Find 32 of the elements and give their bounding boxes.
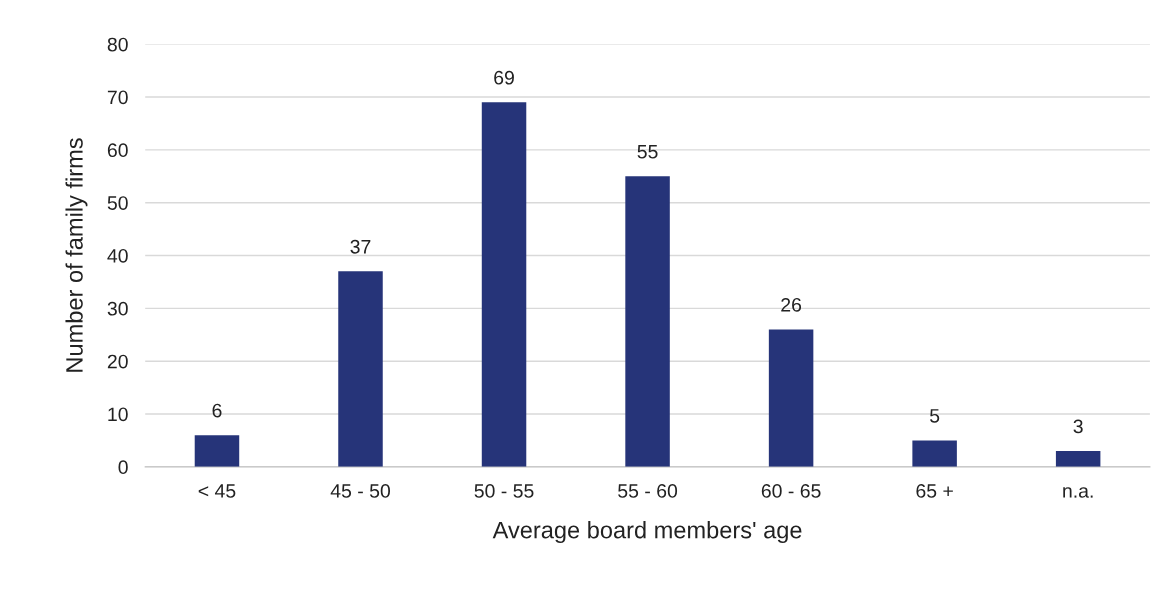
x-axis-title: Average board members' age [492, 521, 802, 544]
x-tick-label: < 45 [198, 484, 236, 498]
y-tick-label: 30 [107, 301, 128, 316]
x-tick-label: 60 - 65 [761, 484, 821, 498]
y-tick-label: 50 [107, 196, 128, 210]
x-tick-label: 65 + [916, 484, 953, 498]
y-tick-label: 10 [108, 407, 128, 422]
data-label: 37 [350, 239, 371, 254]
x-tick-label: 50 - 55 [474, 484, 534, 498]
data-label: 6 [212, 403, 222, 418]
bar [912, 440, 957, 467]
bar [481, 102, 527, 467]
data-label: 55 [637, 144, 658, 159]
y-tick-label: 40 [107, 248, 128, 263]
y-tick-label: 70 [107, 90, 128, 105]
x-tick-label: n.a. [1063, 487, 1093, 498]
bar [625, 176, 670, 467]
bar [194, 435, 240, 467]
bar [1055, 451, 1101, 467]
y-tick-label: 60 [107, 143, 128, 158]
data-label: 5 [930, 409, 940, 423]
x-tick-label: 55 - 60 [618, 484, 678, 498]
data-label: 26 [781, 297, 802, 312]
x-tick-label: 45 - 50 [330, 484, 391, 498]
y-tick-label: 0 [118, 460, 128, 475]
bar [338, 271, 383, 467]
bar [768, 329, 814, 467]
y-axis-title: Number of family firms [65, 138, 88, 372]
data-label: 3 [1073, 419, 1083, 434]
data-label: 69 [494, 70, 514, 85]
y-tick-label: 80 [107, 37, 128, 52]
y-tick-label: 20 [107, 354, 128, 369]
